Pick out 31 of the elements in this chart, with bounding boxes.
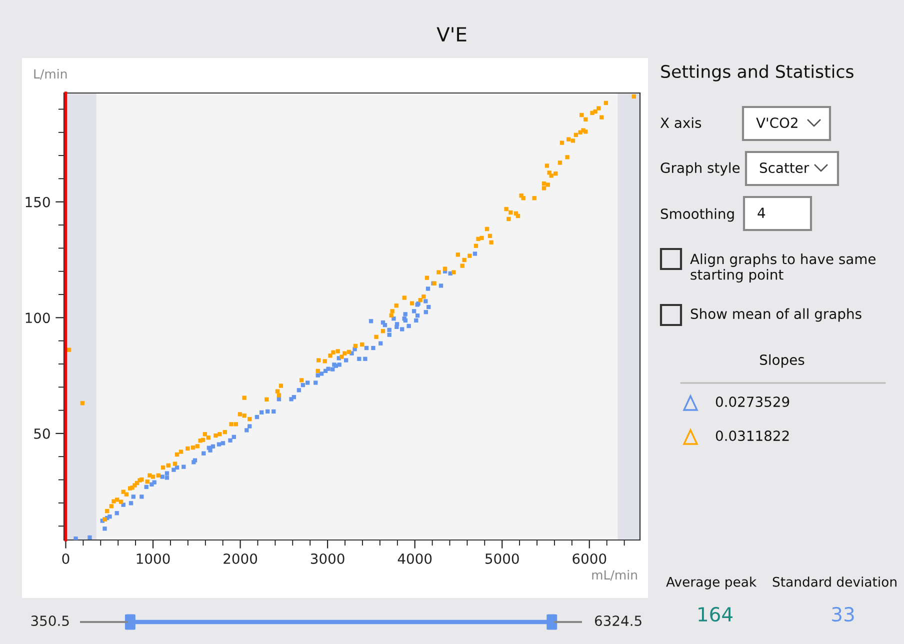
- text: X axis: [660, 117, 702, 128]
- text: V'CO2: [756, 118, 798, 128]
- text: Align graphs to have same starting point: [690, 254, 876, 282]
- text: 164: [698, 606, 732, 622]
- x-axis-title: mL/min: [592, 570, 637, 581]
- x-tick-label: 0: [62, 553, 70, 564]
- y-axis-title: L/min: [34, 68, 67, 80]
- x-tick-label: 6000: [572, 553, 606, 564]
- y-tick-label: 100: [26, 312, 50, 324]
- x-tick-label: 2000: [224, 553, 258, 564]
- text: Smoothing: [660, 208, 734, 222]
- text: Graph style: [660, 162, 740, 176]
- text: Show mean of all graphs: [690, 308, 862, 322]
- chart-title: V'E: [436, 27, 466, 42]
- text: Settings and Statistics: [661, 64, 854, 82]
- text: Standard deviation: [772, 576, 896, 587]
- text: 0.0273529: [716, 396, 790, 408]
- text: Scatter: [760, 162, 810, 174]
- y-tick-label: 50: [34, 428, 50, 439]
- x-tick-label: 5000: [486, 553, 519, 564]
- x-tick-label: 4000: [398, 553, 432, 564]
- text: 350.5: [31, 616, 69, 626]
- text: Slopes: [760, 354, 804, 368]
- text: 0.0311822: [716, 430, 789, 442]
- text: Average peak: [666, 576, 757, 590]
- x-tick-label: 1000: [136, 553, 170, 564]
- text: 6324.5: [594, 616, 642, 626]
- x-tick-label: 3000: [310, 553, 344, 564]
- y-tick-label: 150: [26, 196, 50, 208]
- text: 4: [758, 208, 766, 218]
- text: 33: [832, 606, 854, 622]
